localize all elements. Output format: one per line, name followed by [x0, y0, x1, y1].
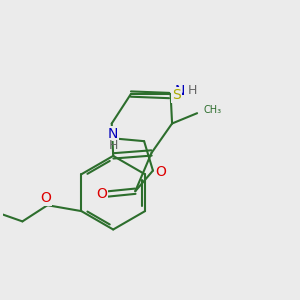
Text: S: S	[172, 88, 181, 102]
Text: N: N	[108, 127, 119, 141]
Text: O: O	[40, 191, 51, 205]
Text: O: O	[155, 165, 166, 179]
Text: N: N	[174, 83, 184, 98]
Text: CH₃: CH₃	[203, 105, 221, 115]
Text: O: O	[96, 187, 107, 201]
Text: H: H	[109, 139, 118, 152]
Text: H: H	[188, 84, 197, 97]
